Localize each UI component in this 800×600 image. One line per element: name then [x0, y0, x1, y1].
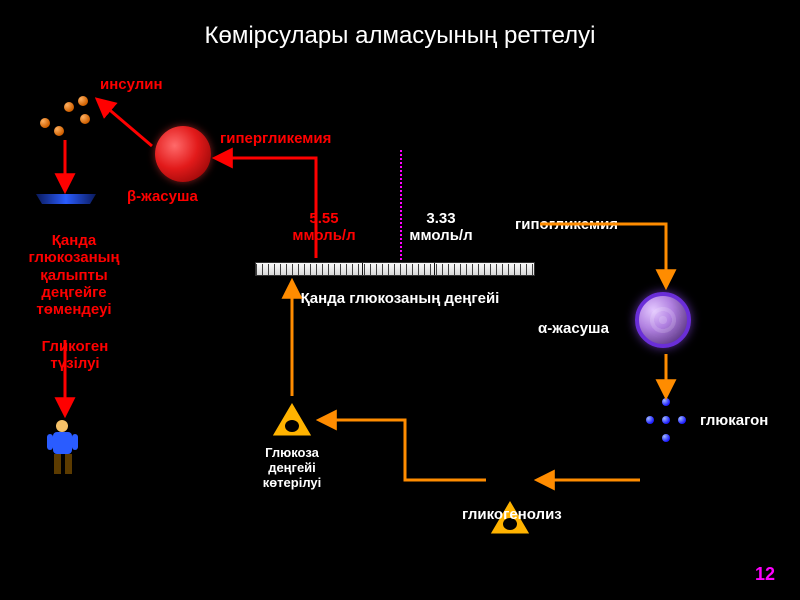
threshold-high-label: 5.55 ммоль/л	[288, 210, 360, 245]
alpha-cell-icon	[635, 292, 691, 348]
warning-icon-1	[270, 400, 314, 438]
divider-dotted	[400, 150, 402, 260]
glucagon-label: глюкагон	[700, 412, 768, 429]
alpha-cell-label: α-жасуша	[538, 320, 609, 337]
glucose-scale	[255, 262, 535, 276]
glucose-rise-label: Глюкоза деңгейі көтерілуі	[246, 446, 338, 491]
person-icon	[44, 418, 86, 478]
beta-cell-label: β-жасуша	[127, 188, 198, 205]
hyperglycemia-label: гипергликемия	[220, 130, 331, 147]
insulin-label: инсулин	[100, 76, 163, 93]
diagram-title: Көмірсулары алмасуының реттелуі	[0, 22, 800, 50]
glucose-level-label: Қанда глюкозаның деңгейі	[300, 290, 500, 307]
beta-cell-icon	[155, 126, 211, 182]
hypoglycemia-label: гипогликемия	[515, 216, 618, 233]
glucose-normalize-label: Қанда глюкозаның қалыпты деңгейге төменд…	[20, 232, 128, 318]
insulin-molecules	[40, 96, 90, 140]
glucagon-molecules	[642, 398, 692, 442]
slide-number: 12	[755, 564, 775, 585]
glycogen-synth-label: Гликоген түзілуі	[30, 338, 120, 373]
glycogenolysis-label: гликогенолиз	[462, 506, 562, 523]
threshold-low-label: 3.33 ммоль/л	[405, 210, 477, 245]
membrane-icon	[36, 194, 96, 204]
